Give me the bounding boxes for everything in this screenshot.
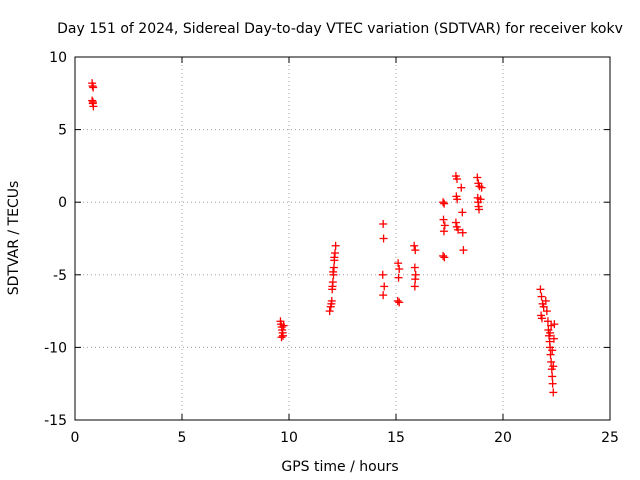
data-point bbox=[325, 307, 334, 316]
data-point bbox=[537, 292, 546, 301]
data-point bbox=[277, 333, 286, 342]
data-point bbox=[379, 234, 388, 243]
data-point bbox=[473, 173, 482, 182]
x-tick-label: 5 bbox=[178, 430, 187, 446]
y-tick-label: -15 bbox=[44, 413, 67, 429]
data-point bbox=[546, 328, 555, 337]
data-point bbox=[440, 199, 449, 208]
data-point bbox=[331, 241, 340, 250]
data-point bbox=[542, 307, 551, 316]
plot-frame bbox=[74, 56, 611, 421]
data-point bbox=[541, 296, 550, 305]
data-point bbox=[549, 362, 558, 371]
data-point bbox=[410, 263, 419, 272]
data-point bbox=[439, 198, 448, 207]
x-axis-title: GPS time / hours bbox=[281, 459, 398, 475]
y-axis-ticks: -15 -10 -5 0 5 10 bbox=[44, 50, 610, 429]
x-tick-label: 0 bbox=[71, 430, 80, 446]
data-point bbox=[395, 298, 404, 307]
grid-lines bbox=[75, 57, 610, 420]
data-point bbox=[440, 253, 449, 262]
data-point bbox=[547, 357, 556, 366]
data-point bbox=[330, 253, 339, 262]
y-tick-label: 5 bbox=[58, 123, 67, 139]
data-point bbox=[279, 331, 288, 340]
y-tick-label: 0 bbox=[58, 195, 67, 211]
data-point bbox=[454, 225, 463, 234]
chart-title: Day 151 of 2024, Sidereal Day-to-day VTE… bbox=[57, 21, 623, 37]
data-point bbox=[548, 379, 557, 388]
data-point bbox=[549, 388, 558, 397]
x-tick-label: 25 bbox=[601, 430, 619, 446]
data-point bbox=[453, 195, 462, 204]
data-point bbox=[543, 317, 552, 326]
data-point bbox=[89, 83, 98, 92]
data-point bbox=[378, 270, 387, 279]
data-point bbox=[457, 183, 466, 192]
data-point bbox=[411, 246, 420, 255]
data-point bbox=[440, 221, 449, 230]
data-point bbox=[394, 273, 403, 282]
data-point bbox=[329, 263, 338, 272]
x-tick-label: 20 bbox=[494, 430, 512, 446]
data-point bbox=[539, 302, 548, 311]
y-axis-title: SDTVAR / TECUs bbox=[6, 181, 22, 296]
data-point bbox=[327, 299, 336, 308]
data-point bbox=[546, 350, 555, 359]
x-axis-ticks: 0 5 10 15 20 25 bbox=[71, 57, 619, 446]
data-point bbox=[549, 334, 558, 343]
data-point bbox=[411, 275, 420, 284]
data-point bbox=[536, 285, 545, 294]
data-point bbox=[475, 205, 484, 214]
y-tick-label: -10 bbox=[44, 340, 67, 356]
data-point bbox=[477, 183, 486, 192]
data-point bbox=[476, 195, 485, 204]
data-point bbox=[439, 215, 448, 224]
y-tick-label: 10 bbox=[49, 50, 67, 66]
data-point bbox=[394, 259, 403, 268]
data-point bbox=[395, 264, 404, 273]
data-point bbox=[458, 208, 467, 217]
data-point bbox=[410, 282, 419, 291]
data-point bbox=[439, 227, 448, 236]
data-point bbox=[548, 346, 557, 355]
data-point bbox=[410, 241, 419, 250]
data-point bbox=[452, 174, 461, 183]
data-point bbox=[328, 282, 337, 291]
data-point bbox=[379, 291, 388, 300]
x-tick-label: 15 bbox=[387, 430, 405, 446]
data-point bbox=[459, 246, 468, 255]
data-point bbox=[393, 296, 402, 305]
data-point bbox=[537, 314, 546, 323]
data-point bbox=[279, 321, 288, 330]
data-point bbox=[439, 251, 448, 260]
data-point bbox=[550, 320, 559, 329]
data-point bbox=[458, 228, 467, 237]
data-point bbox=[380, 282, 389, 291]
data-point bbox=[379, 219, 388, 228]
data-point bbox=[88, 98, 97, 107]
y-tick-label: -5 bbox=[53, 268, 67, 284]
data-point bbox=[329, 267, 338, 276]
x-tick-label: 10 bbox=[280, 430, 298, 446]
data-point bbox=[548, 372, 557, 381]
data-point bbox=[451, 218, 460, 227]
data-points bbox=[88, 79, 559, 397]
